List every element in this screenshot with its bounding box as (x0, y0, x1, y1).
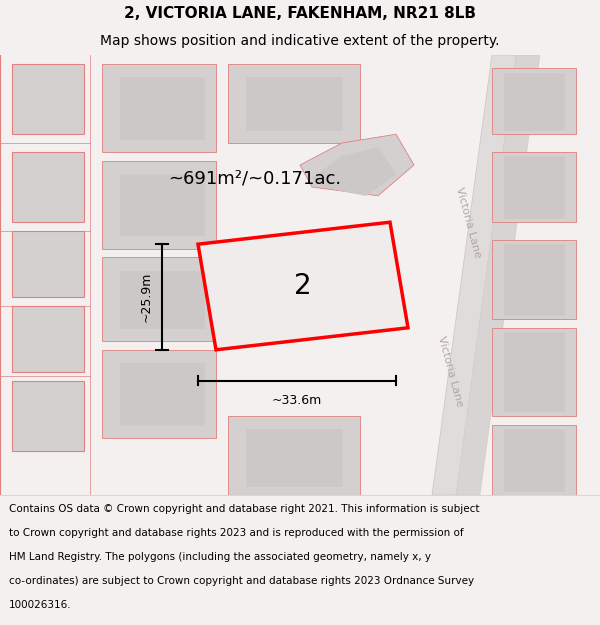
Polygon shape (102, 258, 216, 341)
Polygon shape (228, 416, 360, 495)
Polygon shape (120, 271, 204, 328)
Text: HM Land Registry. The polygons (including the associated geometry, namely x, y: HM Land Registry. The polygons (includin… (9, 552, 431, 562)
Text: co-ordinates) are subject to Crown copyright and database rights 2023 Ordnance S: co-ordinates) are subject to Crown copyr… (9, 576, 474, 586)
Polygon shape (246, 77, 342, 130)
Polygon shape (504, 332, 564, 411)
Text: Victoria Lane: Victoria Lane (436, 335, 464, 408)
Polygon shape (246, 429, 342, 486)
Polygon shape (312, 148, 396, 196)
Text: 100026316.: 100026316. (9, 600, 71, 610)
Text: to Crown copyright and database rights 2023 and is reproduced with the permissio: to Crown copyright and database rights 2… (9, 528, 464, 538)
Polygon shape (492, 424, 576, 495)
Polygon shape (12, 306, 84, 372)
Polygon shape (102, 350, 216, 438)
Polygon shape (432, 55, 528, 495)
Polygon shape (504, 244, 564, 314)
Polygon shape (504, 156, 564, 218)
Polygon shape (102, 161, 216, 249)
Text: ~25.9m: ~25.9m (140, 272, 153, 322)
Polygon shape (492, 68, 576, 134)
Text: 2: 2 (294, 272, 312, 300)
Polygon shape (102, 64, 216, 152)
Text: Victoria Lane: Victoria Lane (454, 186, 482, 259)
Text: ~33.6m: ~33.6m (272, 394, 322, 407)
Polygon shape (456, 55, 540, 495)
Polygon shape (12, 231, 84, 297)
Polygon shape (228, 64, 360, 143)
Polygon shape (12, 381, 84, 451)
Polygon shape (300, 134, 414, 196)
Text: Contains OS data © Crown copyright and database right 2021. This information is : Contains OS data © Crown copyright and d… (9, 504, 479, 514)
Polygon shape (492, 152, 576, 222)
Polygon shape (504, 429, 564, 491)
Polygon shape (120, 174, 204, 236)
Polygon shape (492, 328, 576, 416)
Polygon shape (120, 363, 204, 424)
Polygon shape (120, 77, 204, 139)
Polygon shape (492, 240, 576, 319)
Polygon shape (12, 64, 84, 134)
Polygon shape (12, 152, 84, 222)
Text: Map shows position and indicative extent of the property.: Map shows position and indicative extent… (100, 34, 500, 48)
Polygon shape (504, 72, 564, 130)
Text: ~691m²/~0.171ac.: ~691m²/~0.171ac. (168, 169, 341, 187)
Text: 2, VICTORIA LANE, FAKENHAM, NR21 8LB: 2, VICTORIA LANE, FAKENHAM, NR21 8LB (124, 6, 476, 21)
Polygon shape (198, 222, 408, 350)
